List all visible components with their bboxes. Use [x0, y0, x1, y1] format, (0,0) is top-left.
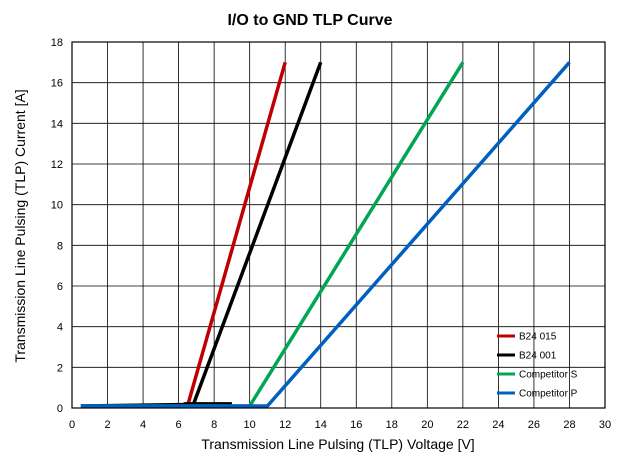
x-tick-label: 26 — [528, 419, 540, 431]
y-tick-label: 10 — [51, 200, 63, 212]
x-axis-label: Transmission Line Pulsing (TLP) Voltage … — [201, 436, 474, 452]
series-lines — [80, 61, 571, 409]
series-line-4 — [80, 61, 571, 408]
x-tick-label: 20 — [421, 419, 433, 431]
x-tick-label: 0 — [69, 419, 75, 431]
x-tick-label: 30 — [599, 419, 611, 431]
gridlines — [71, 41, 606, 409]
x-tick-label: 8 — [211, 419, 217, 431]
x-tick-labels: 0 2 4 6 8 10 12 14 16 18 20 22 24 26 28 30 — [69, 419, 611, 431]
x-tick-label: 28 — [563, 419, 575, 431]
legend-label: Competitor S — [519, 370, 578, 381]
series-line-1 — [80, 61, 287, 408]
chart-title: I/O to GND TLP Curve — [227, 12, 392, 29]
y-tick-label: 0 — [57, 403, 63, 415]
y-tick-label: 16 — [51, 78, 63, 90]
y-tick-label: 6 — [57, 281, 63, 293]
x-tick-label: 2 — [104, 419, 110, 431]
y-tick-label: 8 — [57, 240, 63, 252]
x-tick-label: 22 — [457, 419, 469, 431]
legend: B24 015 B24 001 Competitor S Competitor P — [497, 332, 578, 400]
x-tick-label: 18 — [386, 419, 398, 431]
y-tick-label: 12 — [51, 159, 63, 171]
x-tick-label: 12 — [279, 419, 291, 431]
x-tick-label: 14 — [315, 419, 327, 431]
y-tick-label: 14 — [51, 118, 63, 130]
x-tick-label: 24 — [492, 419, 504, 431]
x-tick-label: 6 — [176, 419, 182, 431]
legend-label: B24 015 — [519, 332, 557, 343]
x-tick-label: 4 — [140, 419, 146, 431]
y-tick-label: 2 — [57, 362, 63, 374]
y-tick-label: 18 — [51, 37, 63, 49]
plot-frame — [71, 41, 606, 409]
legend-label: Competitor P — [519, 389, 578, 400]
y-tick-labels: 0 2 4 6 8 10 12 14 16 18 — [51, 37, 63, 415]
x-tick-label: 16 — [350, 419, 362, 431]
x-tick-label: 10 — [244, 419, 256, 431]
y-axis-label: Transmission Line Pulsing (TLP) Current … — [12, 89, 28, 362]
legend-label: B24 001 — [519, 351, 557, 362]
y-tick-label: 4 — [57, 322, 63, 334]
